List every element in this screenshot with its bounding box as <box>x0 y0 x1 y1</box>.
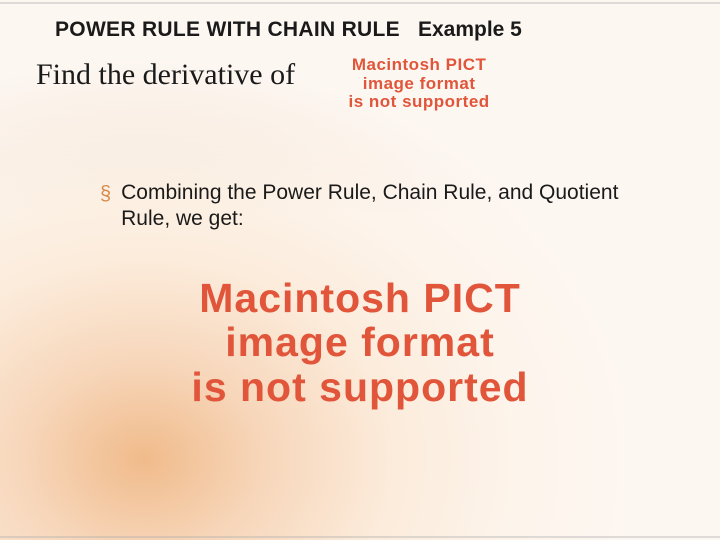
prompt-text: Find the derivative of <box>36 58 295 92</box>
pict-error-small: Macintosh PICT image format is not suppo… <box>305 56 533 112</box>
pict-error-large: Macintosh PICT image format is not suppo… <box>80 276 640 409</box>
example-label: Example 5 <box>418 18 522 42</box>
bullet-text: Combining the Power Rule, Chain Rule, an… <box>121 180 630 233</box>
bottom-divider <box>0 536 720 538</box>
slide-container: POWER RULE WITH CHAIN RULE Example 5 Fin… <box>0 0 720 540</box>
pict-error-line: image format <box>305 75 533 94</box>
bullet-row: § Combining the Power Rule, Chain Rule, … <box>100 180 630 233</box>
pict-error-line: is not supported <box>305 93 533 112</box>
pict-error-line: is not supported <box>80 365 640 409</box>
slide-title: POWER RULE WITH CHAIN RULE <box>55 18 400 42</box>
pict-error-line: image format <box>80 320 640 364</box>
pict-error-line: Macintosh PICT <box>305 56 533 75</box>
pict-error-line: Macintosh PICT <box>80 276 640 320</box>
prompt-row: Find the derivative of Macintosh PICT im… <box>36 58 533 112</box>
bullet-marker: § <box>100 182 111 207</box>
title-row: POWER RULE WITH CHAIN RULE Example 5 <box>55 18 690 42</box>
top-divider <box>0 2 720 4</box>
